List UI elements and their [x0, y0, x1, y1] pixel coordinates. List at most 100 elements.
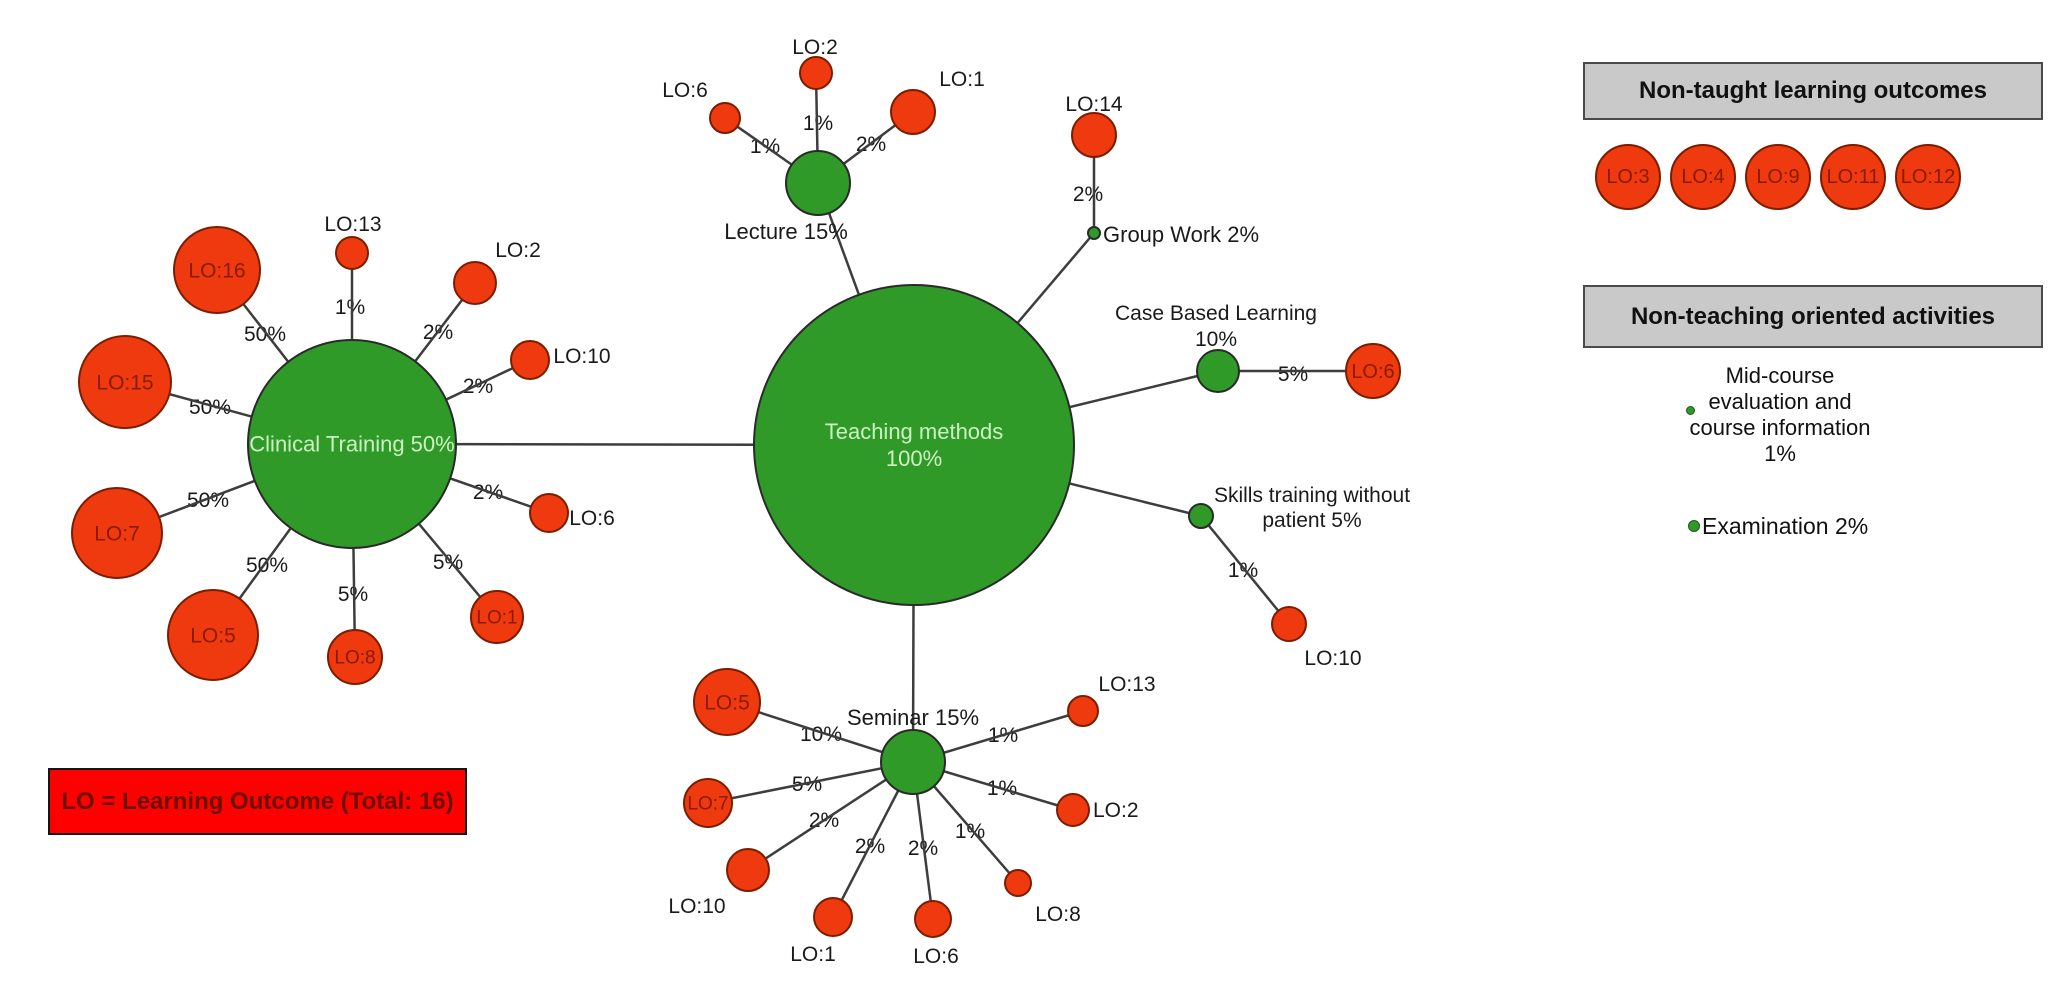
label-ct-lo1: LO:1: [476, 608, 517, 629]
node-seminar: [880, 729, 946, 795]
label-sem-lo13: LO:13: [1098, 673, 1155, 696]
label-teaching-methods-line1: 100%: [886, 446, 942, 471]
node-sem-lo5: [693, 668, 761, 736]
edge-skills-training--st-lo10: [1200, 515, 1290, 625]
edge-label-case-based-learning--cbl-lo6: 5%: [1278, 363, 1308, 386]
node-lec-lo1: [890, 89, 936, 135]
node-sem-lo8: [1004, 869, 1032, 897]
node-ct-lo2: [453, 261, 497, 305]
node-group-work: [1087, 226, 1101, 240]
legend-non-taught-header: Non-taught learning outcomes: [1583, 62, 2043, 120]
label-case-based-learning-line0: Case Based Learning: [1115, 302, 1317, 325]
learning-outcome-note: LO = Learning Outcome (Total: 16): [48, 768, 467, 835]
mid-course-line: 1%: [1764, 441, 1796, 466]
label-sem-lo2: LO:2: [1093, 799, 1139, 822]
legend-outcome-circle: LO:9: [1745, 144, 1811, 210]
label-ct-lo15: LO:15: [96, 371, 153, 394]
node-skills-training: [1188, 503, 1214, 529]
label-st-lo10: LO:10: [1304, 647, 1361, 670]
label-ct-lo10: LO:10: [553, 345, 610, 368]
node-ct-lo16: [173, 226, 261, 314]
label-ct-lo8: LO:8: [334, 648, 375, 669]
label-cbl-lo6: LO:6: [1351, 361, 1394, 383]
legend-non-teaching-title: Non-teaching oriented activities: [1630, 302, 1996, 330]
edge-label-clinical-training--ct-lo15: 50%: [189, 396, 231, 419]
node-sem-lo7: [683, 778, 733, 828]
nodes-layer: [71, 56, 1401, 938]
edge-seminar--sem-lo7: [707, 760, 914, 805]
edge-label-clinical-training--ct-lo13: 1%: [335, 296, 365, 319]
node-sem-lo2: [1056, 793, 1090, 827]
label-group-work: Group Work 2%: [1103, 222, 1259, 247]
legend-outcome-circle: LO:12: [1895, 144, 1961, 210]
mid-course-line: evaluation and: [1708, 389, 1852, 414]
legend-non-teaching-header: Non-teaching oriented activities: [1583, 285, 2043, 348]
node-lec-lo6: [709, 102, 741, 134]
label-lec-lo6: LO:6: [662, 79, 708, 102]
label-gw-lo14: LO:14: [1065, 93, 1123, 116]
node-lecture: [785, 150, 851, 216]
label-ct-lo16: LO:16: [188, 259, 245, 282]
node-case-based-learning: [1196, 349, 1240, 393]
node-ct-lo6: [529, 493, 569, 533]
legend-outcome-circle: LO:4: [1670, 144, 1736, 210]
node-sem-lo10: [726, 848, 770, 892]
label-lec-lo1: LO:1: [939, 68, 985, 91]
edge-label-group-work--gw-lo14: 2%: [1073, 183, 1103, 206]
label-seminar: Seminar 15%: [847, 705, 979, 730]
label-skills-training-line0: Skills training without: [1214, 484, 1410, 507]
label-ct-lo13: LO:13: [324, 213, 381, 236]
node-sem-lo1: [813, 897, 853, 937]
node-lec-lo2: [799, 56, 833, 90]
node-ct-lo10: [510, 340, 550, 380]
edge-label-seminar--sem-lo7: 5%: [792, 773, 822, 796]
legend-outcome-label: LO:12: [1900, 165, 1956, 188]
edge-labels-layer: 50%1%2%2%50%2%50%5%50%5%1%1%2%2%5%1%10%5…: [187, 112, 1308, 860]
node-ct-lo7: [71, 487, 163, 579]
label-sem-lo1: LO:1: [790, 943, 836, 966]
legend-non-taught-title: Non-taught learning outcomes: [1639, 77, 1987, 104]
node-cbl-lo6: [1345, 343, 1401, 399]
label-ct-lo5: LO:5: [190, 624, 236, 647]
legend-outcome-circle: LO:3: [1595, 144, 1661, 210]
label-ct-lo7: LO:7: [94, 522, 140, 545]
label-lecture: Lecture 15%: [724, 219, 848, 244]
legend-outcome-label: LO:9: [1756, 165, 1800, 188]
examination-entry: Examination 2%: [1702, 513, 1869, 539]
node-sem-lo13: [1067, 695, 1099, 727]
node-ct-lo13: [335, 236, 369, 270]
node-clinical-training: [247, 339, 457, 549]
node-ct-lo8: [327, 629, 383, 685]
edge-label-skills-training--st-lo10: 1%: [1228, 559, 1258, 582]
legend-outcome-label: LO:4: [1681, 165, 1725, 188]
node-gw-lo14: [1071, 112, 1117, 158]
edge-label-clinical-training--ct-lo5: 50%: [246, 554, 288, 577]
mid-course-line: Mid-course: [1725, 363, 1835, 388]
mid-course-line: course information: [1689, 415, 1871, 440]
legend-outcome-label: LO:11: [1826, 165, 1880, 188]
label-skills-training-line1: patient 5%: [1262, 509, 1361, 532]
label-sem-lo10: LO:10: [668, 895, 725, 918]
label-sem-lo5: LO:5: [704, 691, 750, 714]
label-sem-lo8: LO:8: [1035, 903, 1081, 926]
label-sem-lo6: LO:6: [913, 945, 959, 968]
node-ct-lo15: [78, 335, 172, 429]
label-ct-lo2: LO:2: [495, 239, 541, 262]
label-case-based-learning-line1: 10%: [1195, 328, 1237, 351]
mid-course-dot-icon: [1686, 406, 1695, 415]
edge-label-clinical-training--ct-lo16: 50%: [244, 323, 286, 346]
learning-outcome-note-text: LO = Learning Outcome (Total: 16): [61, 787, 454, 815]
legend-outcome-circle: LO:11: [1820, 144, 1886, 210]
node-ct-lo5: [167, 589, 259, 681]
label-ct-lo6: LO:6: [569, 507, 615, 530]
label-teaching-methods-line0: Teaching methods: [825, 419, 1004, 444]
label-sem-lo7: LO:7: [687, 794, 728, 815]
node-teaching-methods: [753, 284, 1075, 606]
legend-non-taught-circles: LO:3 LO:4 LO:9 LO:11 LO:12: [1595, 144, 1961, 210]
node-ct-lo1: [470, 590, 524, 644]
mid-course-entry: Mid-course evaluation and course informa…: [1660, 363, 1900, 467]
label-lec-lo2: LO:2: [792, 36, 838, 59]
